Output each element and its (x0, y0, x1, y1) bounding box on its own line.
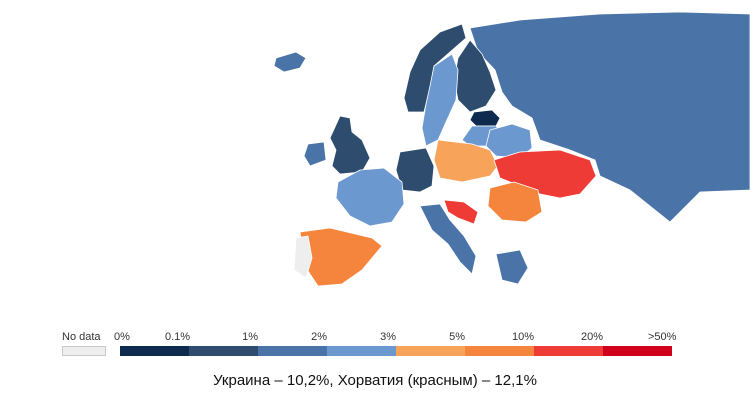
legend-tick-label: 5% (449, 331, 465, 343)
legend-tick-label: >50% (648, 331, 677, 343)
region-poland (433, 139, 499, 183)
legend-tick-label: 10% (511, 331, 534, 343)
region-estonia (469, 109, 501, 127)
region-spain (299, 227, 383, 287)
legend-no-data-label: No data (62, 331, 101, 343)
north-africa-outline (219, 275, 561, 330)
legend-swatch-1 (189, 346, 258, 356)
region-uk (329, 115, 371, 175)
middle-east-outline (559, 224, 750, 330)
legend-tick-label: 1% (242, 331, 258, 343)
legend-swatch-3 (327, 346, 396, 356)
countries (273, 11, 750, 287)
region-norway (403, 23, 467, 113)
legend-tick-label: 0% (114, 331, 130, 343)
region-italy (419, 203, 477, 275)
region-france (335, 167, 405, 227)
legend-swatch-4 (396, 346, 465, 356)
legend-swatch-5 (465, 346, 534, 356)
region-germany (395, 147, 435, 193)
europe-map (9, 0, 750, 330)
legend-no-data-swatch (62, 346, 106, 356)
legend-swatch-0 (120, 346, 189, 356)
legend-tick-label: 3% (380, 331, 396, 343)
greenland-outline (9, 0, 301, 73)
region-portugal (293, 235, 313, 279)
region-iceland (273, 51, 307, 73)
legend-swatch-6 (534, 346, 603, 356)
legend-swatch-2 (258, 346, 327, 356)
region-croatia (443, 199, 479, 225)
legend-color-bar (120, 346, 672, 356)
legend-tick-label: 20% (580, 331, 603, 343)
caption: Украина – 10,2%, Хорватия (красным) – 12… (213, 372, 537, 389)
region-greece (495, 249, 529, 285)
region-romania (487, 181, 543, 223)
region-russia (469, 11, 750, 223)
legend-tick-label: 2% (311, 331, 327, 343)
svalbard-outline (519, 0, 581, 19)
legend-swatch-7 (603, 346, 672, 356)
legend-tick-label: 0.1% (165, 331, 191, 343)
region-ireland (303, 141, 327, 167)
